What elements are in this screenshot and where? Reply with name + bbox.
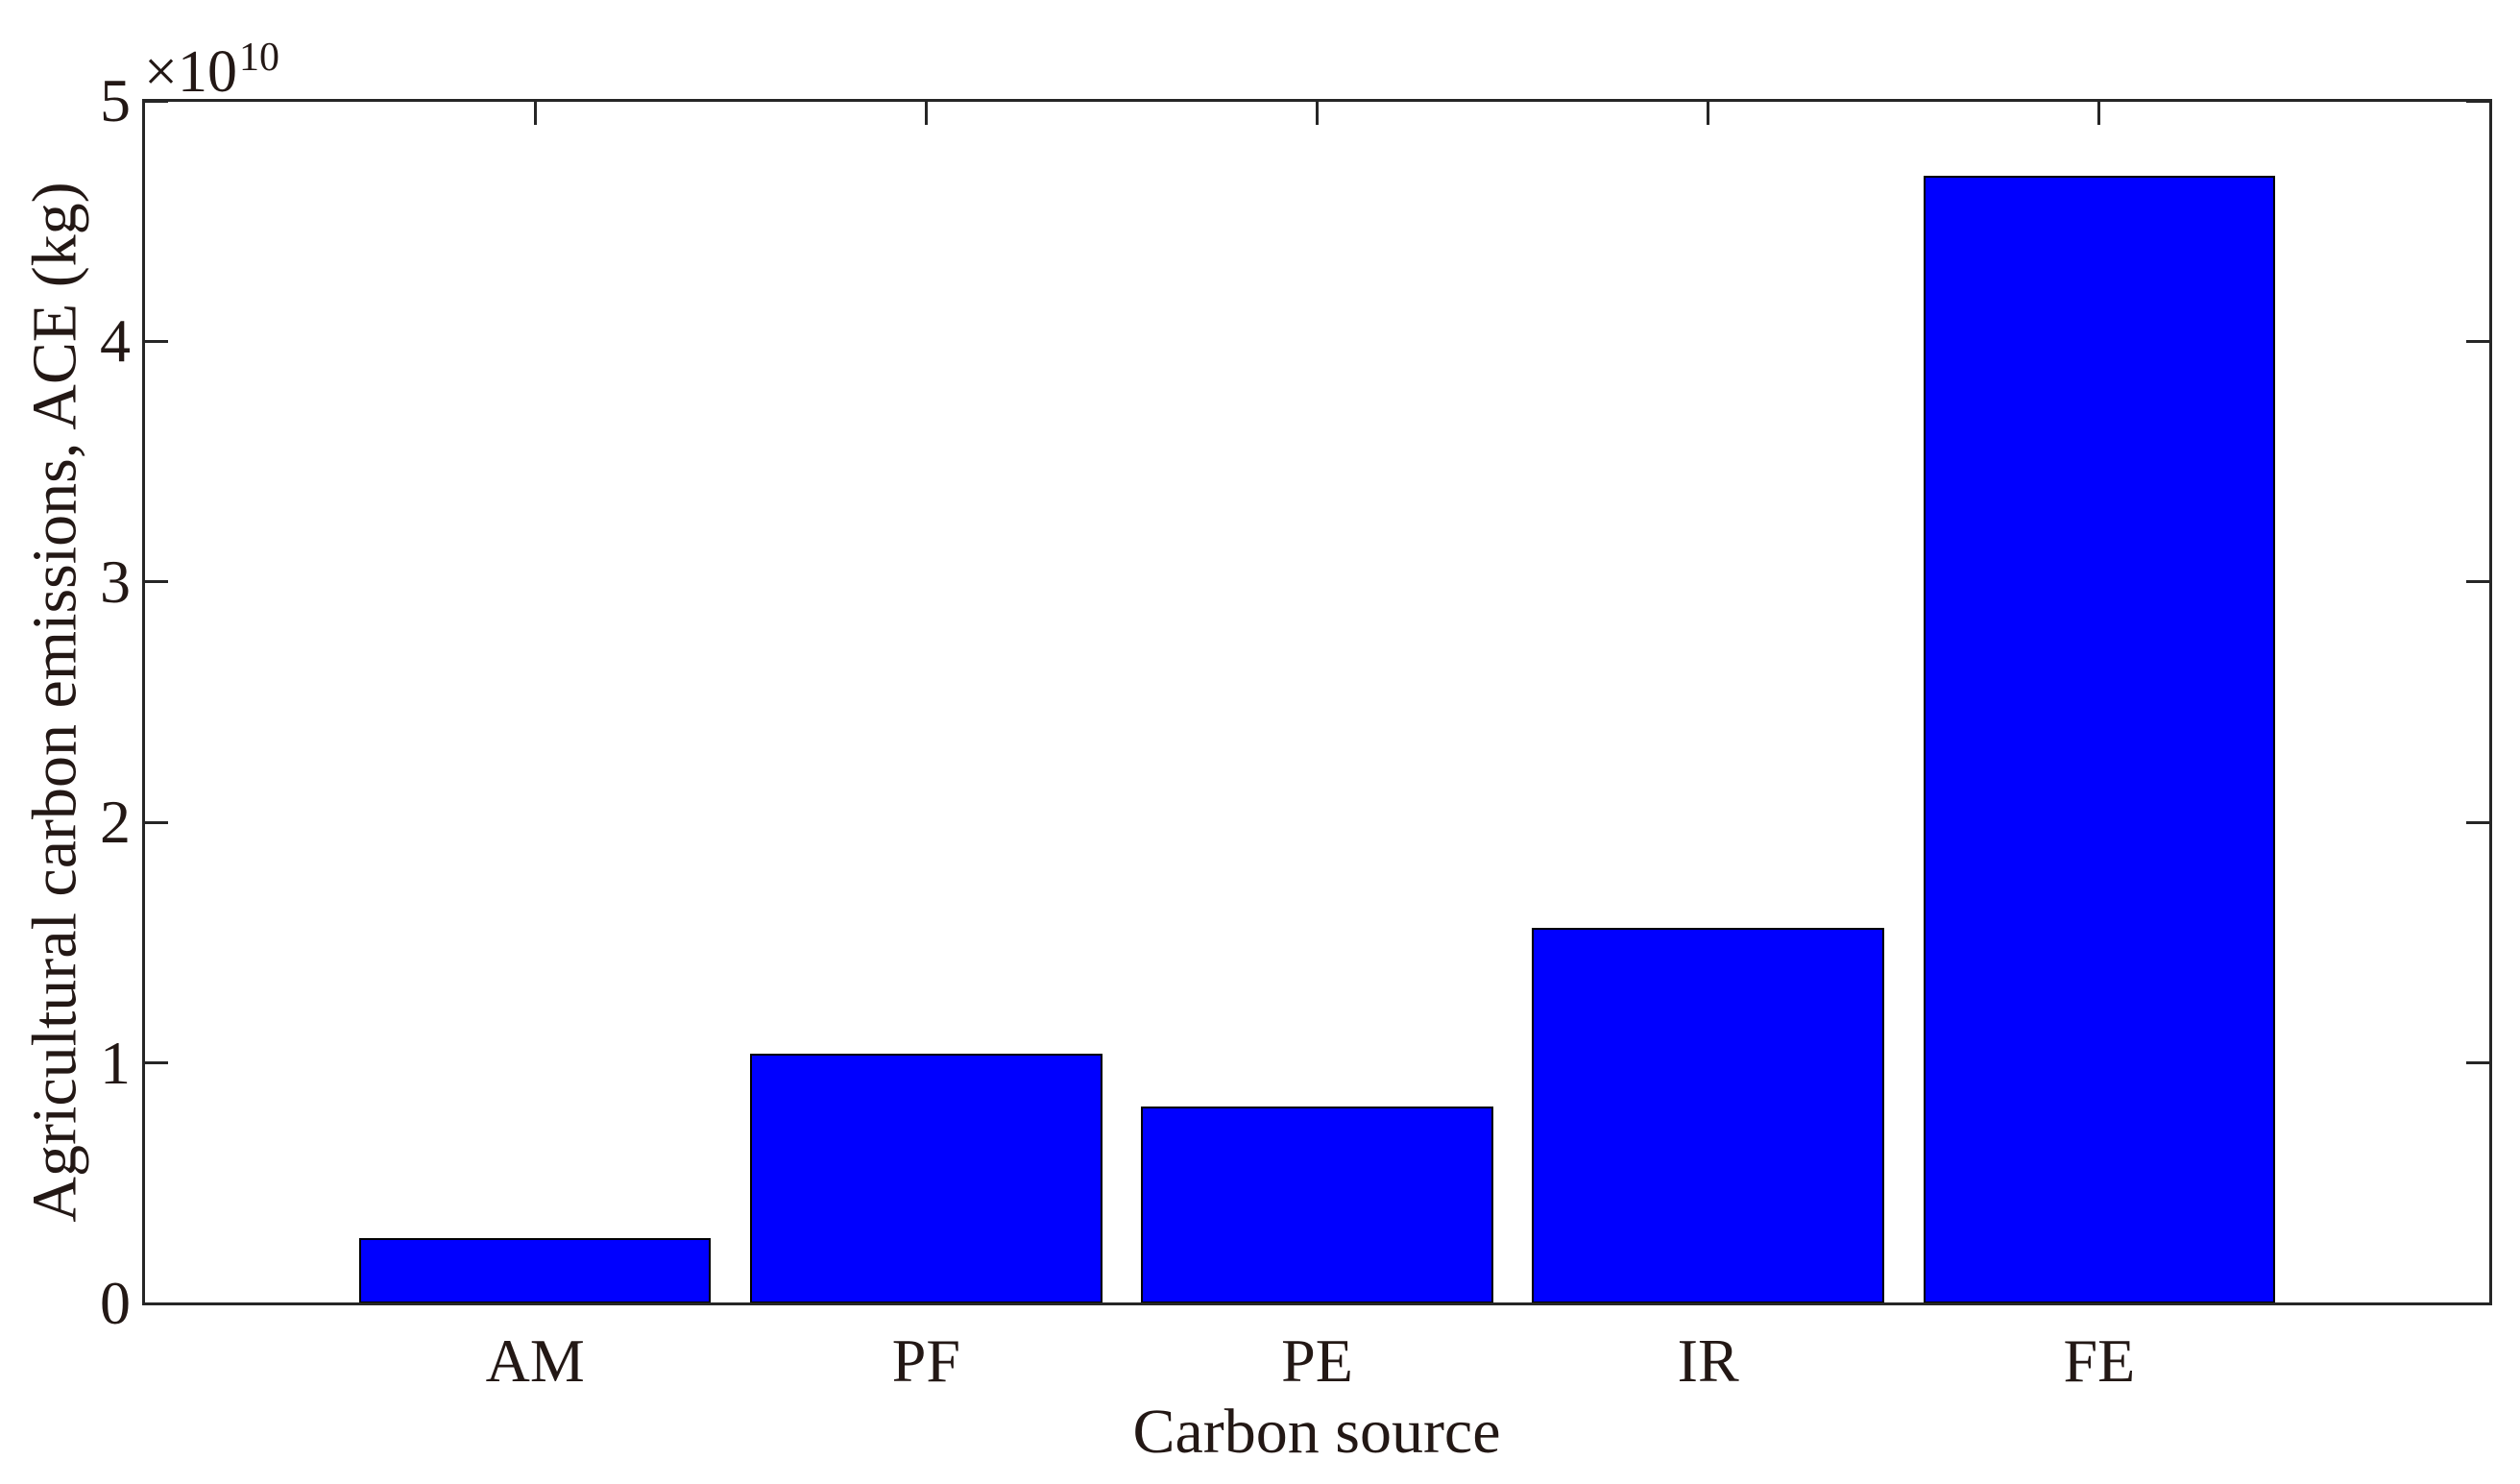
y-tick-right-0	[2466, 1302, 2490, 1305]
x-tick-label-AM: AM	[485, 1326, 585, 1395]
y-axis-exponent-label: ×1010	[144, 37, 279, 105]
y-tick-left-3	[144, 580, 168, 584]
y-tick-right-2	[2466, 820, 2490, 824]
x-tick-top-FE	[2097, 101, 2101, 125]
y-axis-label: Agricultural carbon emissions, ACE (kg)	[19, 182, 90, 1223]
x-tick-top-IR	[1707, 101, 1710, 125]
bar-FE	[1923, 175, 2276, 1303]
x-tick-label-FE: FE	[2063, 1326, 2136, 1395]
y-tick-right-4	[2466, 339, 2490, 343]
exponent-base: ×10	[144, 39, 237, 105]
y-tick-label-1: 1	[100, 1028, 131, 1097]
y-tick-label-5: 5	[100, 66, 131, 134]
x-tick-top-AM	[533, 101, 537, 125]
x-tick-top-PF	[924, 101, 928, 125]
y-tick-right-1	[2466, 1061, 2490, 1065]
y-tick-right-3	[2466, 580, 2490, 584]
bar-IR	[1532, 928, 1884, 1303]
x-tick-label-PF: PF	[891, 1326, 960, 1395]
bar-AM	[358, 1238, 712, 1303]
y-tick-right-5	[2466, 99, 2490, 103]
y-tick-left-0	[144, 1302, 168, 1305]
y-tick-left-1	[144, 1061, 168, 1065]
y-tick-label-2: 2	[100, 788, 131, 857]
y-tick-label-4: 4	[100, 306, 131, 376]
y-tick-label-3: 3	[100, 547, 131, 616]
y-tick-left-2	[144, 820, 168, 824]
bar-PE	[1141, 1106, 1493, 1303]
x-tick-label-PE: PE	[1281, 1326, 1353, 1395]
x-tick-top-PE	[1316, 101, 1319, 125]
y-tick-label-0: 0	[100, 1269, 131, 1337]
bar-PF	[750, 1053, 1102, 1303]
y-tick-left-4	[144, 339, 168, 343]
exponent-power: 10	[238, 36, 279, 80]
x-tick-label-IR: IR	[1677, 1326, 1739, 1395]
x-axis-label: Carbon source	[1132, 1397, 1501, 1467]
